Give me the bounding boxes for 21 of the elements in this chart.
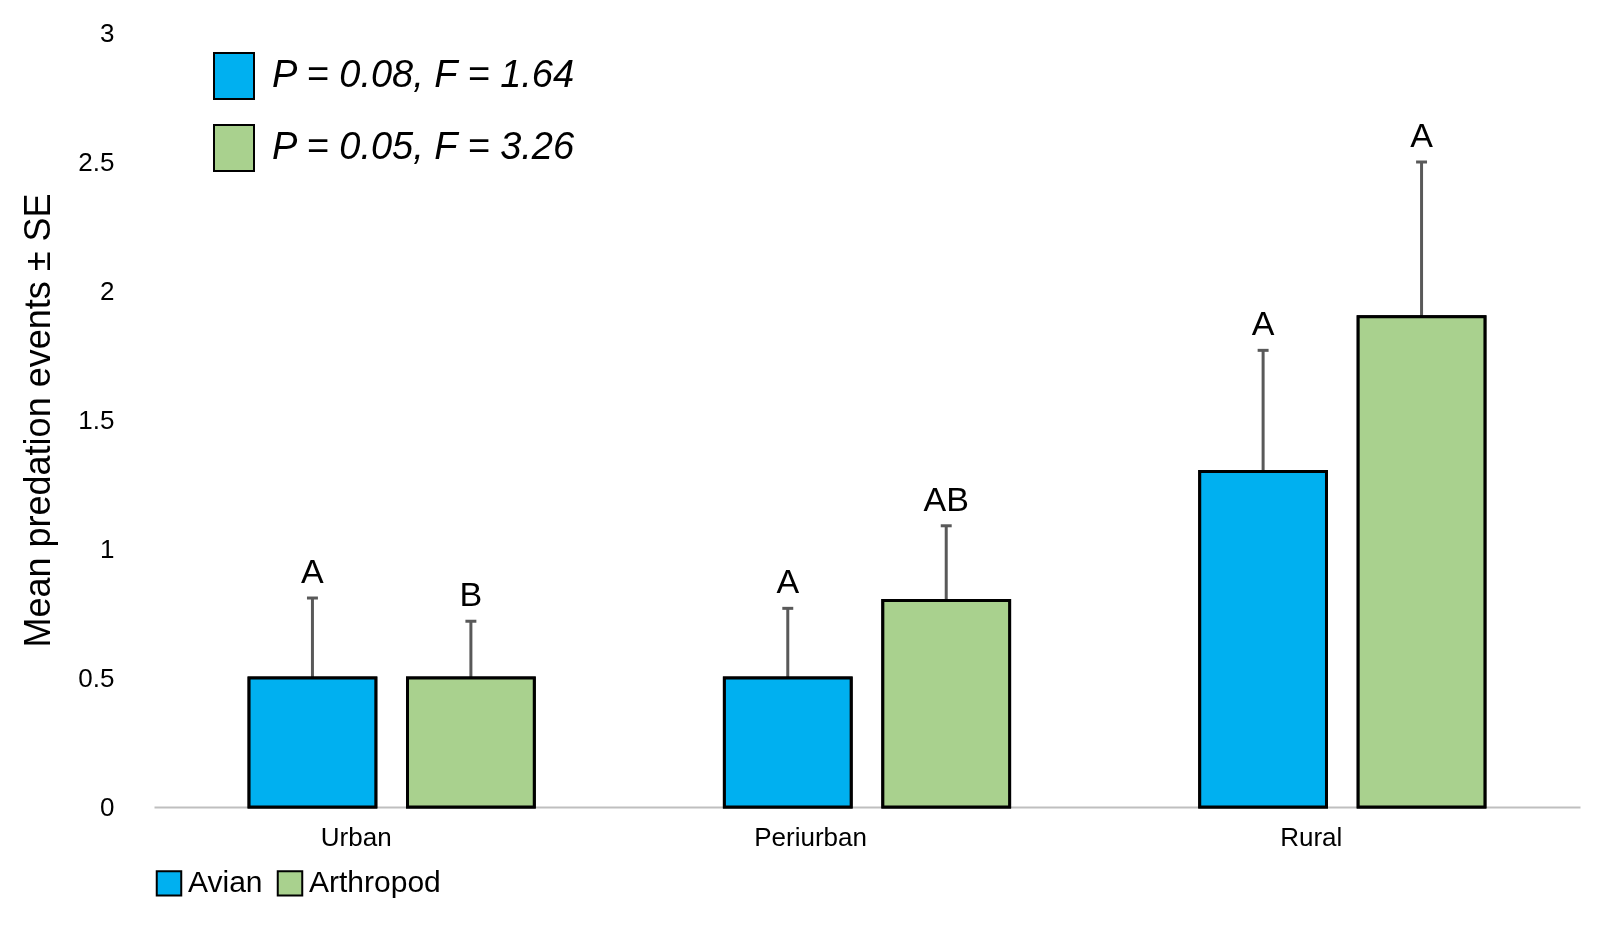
legend-label: Avian bbox=[188, 865, 263, 899]
y-tick-label: 1.5 bbox=[78, 404, 115, 435]
x-tick-label: Urban bbox=[320, 821, 392, 852]
annotation: AB bbox=[923, 479, 969, 518]
annotation: P = 0.08, F = 1.64 bbox=[272, 53, 575, 95]
y-tick-label: 2 bbox=[100, 275, 115, 306]
annotation: A bbox=[776, 562, 800, 601]
y-axis-title: Mean predation events ± SE bbox=[17, 193, 59, 648]
annotation: A bbox=[301, 552, 325, 591]
y-tick-label: 0.5 bbox=[78, 662, 115, 693]
annotation: B bbox=[459, 575, 483, 614]
y-tick-label: 2.5 bbox=[78, 146, 115, 177]
y-tick-label: 1 bbox=[100, 533, 115, 564]
annotation: A bbox=[1251, 304, 1275, 343]
y-tick-label: 0 bbox=[100, 791, 115, 822]
annotation: A bbox=[1410, 116, 1434, 154]
y-tick-label: 3 bbox=[100, 17, 115, 48]
x-tick-label: Rural bbox=[1280, 821, 1343, 852]
legend-label: Arthropod bbox=[309, 865, 441, 899]
x-tick-label: Periurban bbox=[754, 821, 867, 852]
annotation: P = 0.05, F = 3.26 bbox=[272, 125, 575, 167]
